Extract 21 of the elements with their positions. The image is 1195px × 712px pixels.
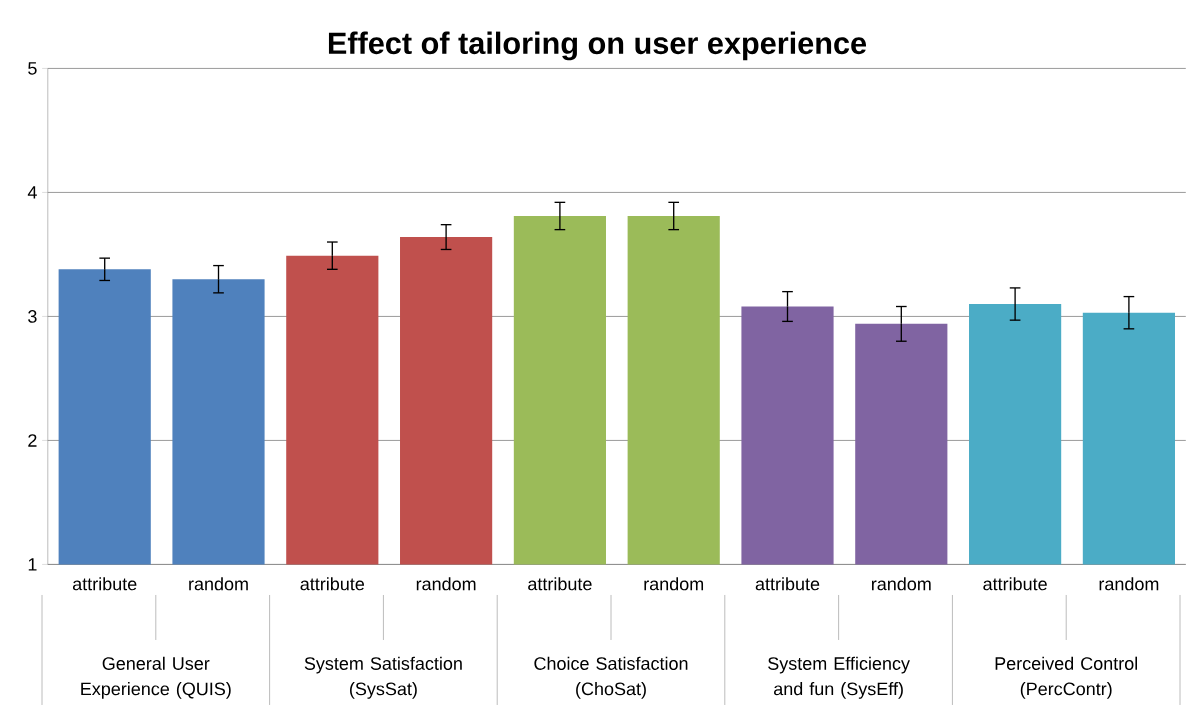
x-tick-label: attribute [983, 577, 1047, 591]
x-tick-label: random [644, 577, 704, 591]
x-tick-label: attribute [528, 577, 592, 591]
x-tick-label: random [416, 577, 476, 591]
text: Perceived Control (PercContr) [995, 656, 1138, 699]
y-tick-label: 2 [28, 434, 37, 447]
text: Choice Satisfaction (ChoSat) [534, 656, 688, 699]
x-tick-label: attribute [72, 577, 137, 591]
x-tick-label: attribute [300, 577, 365, 591]
x-tick-label: random [871, 577, 931, 591]
y-tick-label: 3 [28, 310, 37, 323]
x-tick-label: random [189, 577, 248, 591]
y-tick-label: 5 [28, 62, 37, 75]
x-tick-label: attribute [755, 577, 820, 591]
chart-title: Effect of tailoring on user experience [328, 31, 867, 61]
text: General User Experience (QUIS) [81, 656, 231, 699]
y-tick-label: 1 [28, 558, 37, 571]
text: System Efficiency and fun (SysEff) [768, 656, 910, 699]
text: System Satisfaction (SysSat) [304, 656, 462, 699]
x-tick-label: random [1099, 577, 1159, 591]
y-tick-label: 4 [27, 186, 37, 199]
